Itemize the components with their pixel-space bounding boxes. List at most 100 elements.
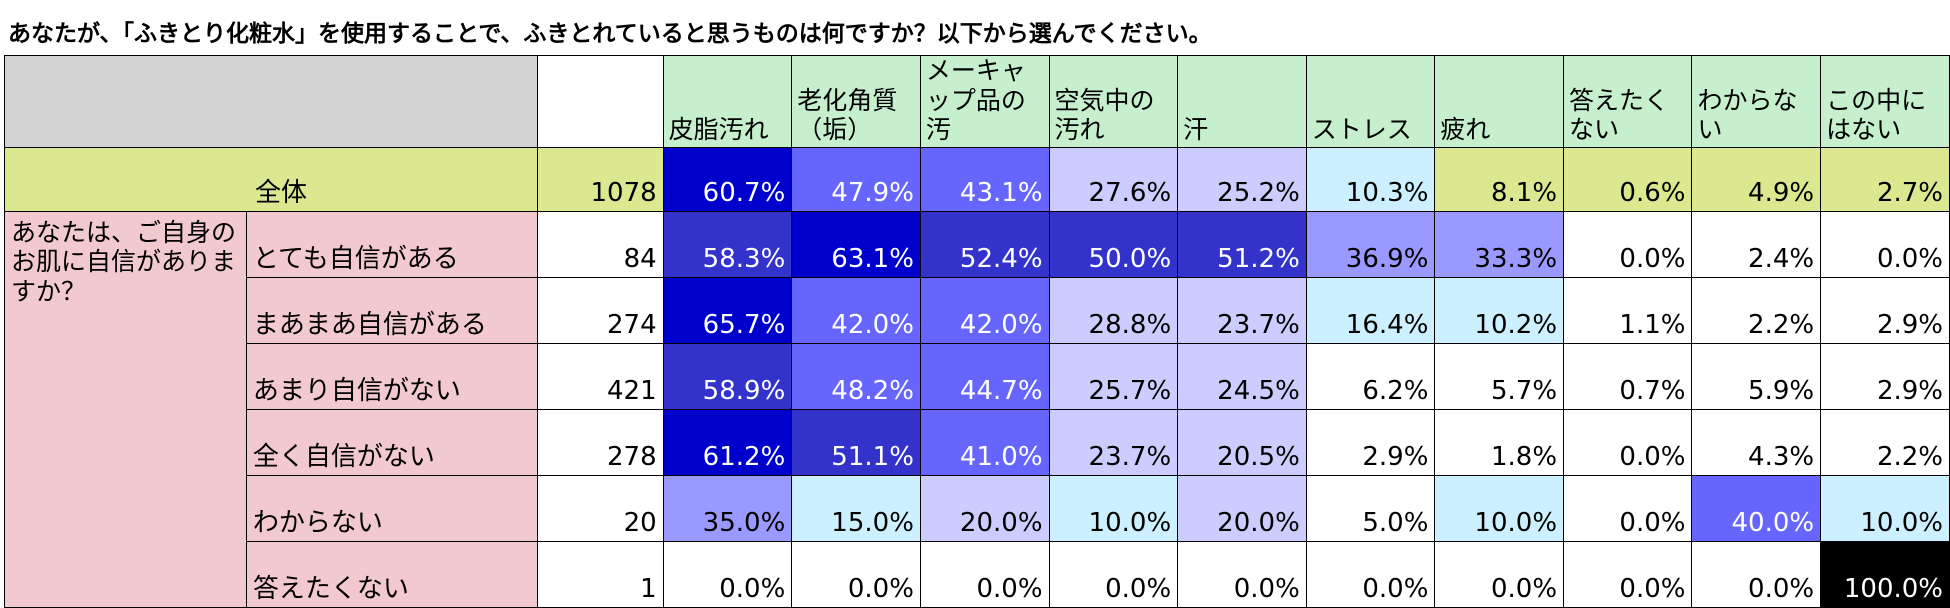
value-cell: 2.7%	[1820, 146, 1950, 212]
value-cell: 0.0%	[791, 540, 921, 608]
table-row: あなたは、ご自身のお肌に自信がありますか？ とても自信がある 84 58.3% 63.1…	[4, 210, 1950, 608]
value-cell: 36.9%	[1305, 210, 1436, 278]
value-cell: 58.3%	[662, 210, 793, 278]
value-cell: 20.0%	[919, 474, 1050, 542]
value-cell: 42.0%	[919, 276, 1050, 344]
value-cell: 43.1%	[919, 146, 1050, 212]
value-cell: 10.0%	[1434, 474, 1565, 542]
value-cell: 52.4%	[919, 210, 1050, 278]
value-cell: 0.7%	[1563, 342, 1693, 410]
n-cell: 20	[537, 474, 664, 542]
value-cell: 24.5%	[1177, 342, 1307, 410]
value-cell: 48.2%	[791, 342, 921, 410]
value-cell: 8.1%	[1434, 146, 1565, 212]
value-cell: 28.8%	[1048, 276, 1179, 344]
group-label: あなたは、ご自身のお肌に自信がありますか？	[4, 210, 247, 608]
value-cell: 0.0%	[1563, 540, 1693, 608]
row-label: わからない	[245, 474, 539, 542]
n-cell: 1	[537, 540, 664, 608]
value-cell: 58.9%	[662, 342, 793, 410]
value-cell: 6.2%	[1305, 342, 1436, 410]
n-cell: 84	[537, 210, 664, 278]
column-header: メーキャップ品の汚	[919, 55, 1050, 148]
row-label: まあまあ自信がある	[245, 276, 539, 344]
n-cell: 1078	[537, 146, 664, 212]
value-cell: 0.0%	[1563, 210, 1693, 278]
row-label: あまり自信がない	[245, 342, 539, 410]
value-cell: 25.2%	[1177, 146, 1307, 212]
value-cell: 42.0%	[791, 276, 921, 344]
column-header: 答えたくない	[1563, 55, 1693, 148]
value-cell: 2.2%	[1691, 276, 1822, 344]
column-header: 老化角質（垢）	[791, 55, 921, 148]
value-cell: 5.9%	[1691, 342, 1822, 410]
corner-cell	[3, 55, 539, 148]
table-row: 全く自信がない 278 61.2% 51.1% 41.0% 23.7% 20.5% 2.9% 1…	[5, 408, 1950, 476]
value-cell: 35.0%	[662, 474, 793, 542]
row-label: 全く自信がない	[245, 408, 539, 476]
value-cell: 2.9%	[1820, 276, 1950, 344]
value-cell: 4.9%	[1691, 146, 1822, 212]
n-cell: 421	[537, 342, 664, 410]
value-cell: 2.9%	[1820, 342, 1950, 410]
value-cell: 60.7%	[662, 146, 793, 212]
table-row: あまり自信がない 421 58.9% 48.2% 44.7% 25.7% 24.5% 6.2%…	[5, 342, 1950, 410]
value-cell: 5.0%	[1305, 474, 1436, 542]
value-cell: 0.0%	[1305, 540, 1436, 608]
value-cell: 40.0%	[1691, 474, 1822, 542]
table-row: 答えたくない 1 0.0% 0.0% 0.0% 0.0% 0.0% 0.0% 0.0% 0.0% 0…	[5, 540, 1950, 608]
column-header: この中にはない	[1820, 55, 1950, 148]
value-cell: 63.1%	[791, 210, 921, 278]
column-header: 汗	[1177, 55, 1307, 148]
value-cell: 47.9%	[791, 146, 921, 212]
value-cell: 16.4%	[1305, 276, 1436, 344]
value-cell: 5.7%	[1434, 342, 1565, 410]
value-cell: 0.6%	[1563, 146, 1693, 212]
value-cell: 0.0%	[1177, 540, 1307, 608]
value-cell: 100.0%	[1820, 540, 1950, 608]
table-body: 皮脂汚れ 老化角質（垢） メーキャップ品の汚 空気中の汚れ汗ストレス 疲れ 答えたくないわ…	[3, 55, 1950, 608]
row-label: とても自信がある	[245, 210, 539, 278]
value-cell: 10.2%	[1434, 276, 1565, 344]
value-cell: 10.0%	[1820, 474, 1950, 542]
value-cell: 0.0%	[1563, 408, 1693, 476]
page-title: あなたが、「ふきとり化粧水」を使用することで、ふきとれていると思うものは何ですか…	[8, 21, 1212, 47]
n-header-cell	[537, 55, 664, 148]
value-cell: 25.7%	[1048, 342, 1179, 410]
value-cell: 0.0%	[662, 540, 793, 608]
column-header: ストレス	[1305, 55, 1436, 148]
value-cell: 0.0%	[1691, 540, 1822, 608]
row-label: 答えたくない	[245, 540, 539, 608]
value-cell: 61.2%	[662, 408, 793, 476]
value-cell: 44.7%	[919, 342, 1050, 410]
value-cell: 51.1%	[791, 408, 921, 476]
column-header: 空気中の汚れ	[1048, 55, 1179, 148]
value-cell: 0.0%	[919, 540, 1050, 608]
crosstab-table: 皮脂汚れ 老化角質（垢） メーキャップ品の汚 空気中の汚れ汗ストレス 疲れ 答えたくないわ…	[3, 55, 1950, 608]
total-row-label: 全体	[3, 146, 539, 212]
n-cell: 274	[537, 276, 664, 344]
value-cell: 0.0%	[1820, 210, 1950, 278]
value-cell: 23.7%	[1048, 408, 1179, 476]
header-row: 皮脂汚れ 老化角質（垢） メーキャップ品の汚 空気中の汚れ汗ストレス 疲れ 答えたくないわ…	[3, 55, 1950, 148]
value-cell: 0.0%	[1048, 540, 1179, 608]
value-cell: 15.0%	[791, 474, 921, 542]
table-row: わからない 20 35.0% 15.0% 20.0% 10.0% 20.0% 5.0% 10.0…	[5, 474, 1950, 542]
value-cell: 2.9%	[1305, 408, 1436, 476]
value-cell: 0.0%	[1434, 540, 1565, 608]
value-cell: 10.0%	[1048, 474, 1179, 542]
value-cell: 1.1%	[1563, 276, 1693, 344]
value-cell: 41.0%	[919, 408, 1050, 476]
table-row: まあまあ自信がある 274 65.7% 42.0% 42.0% 28.8% 23.7% 16.…	[5, 276, 1950, 344]
value-cell: 2.2%	[1820, 408, 1950, 476]
n-cell: 278	[537, 408, 664, 476]
value-cell: 50.0%	[1048, 210, 1179, 278]
value-cell: 33.3%	[1434, 210, 1565, 278]
value-cell: 0.0%	[1563, 474, 1693, 542]
value-cell: 20.5%	[1177, 408, 1307, 476]
value-cell: 4.3%	[1691, 408, 1822, 476]
column-header: 疲れ	[1434, 55, 1565, 148]
value-cell: 51.2%	[1177, 210, 1307, 278]
value-cell: 1.8%	[1434, 408, 1565, 476]
value-cell: 10.3%	[1305, 146, 1436, 212]
